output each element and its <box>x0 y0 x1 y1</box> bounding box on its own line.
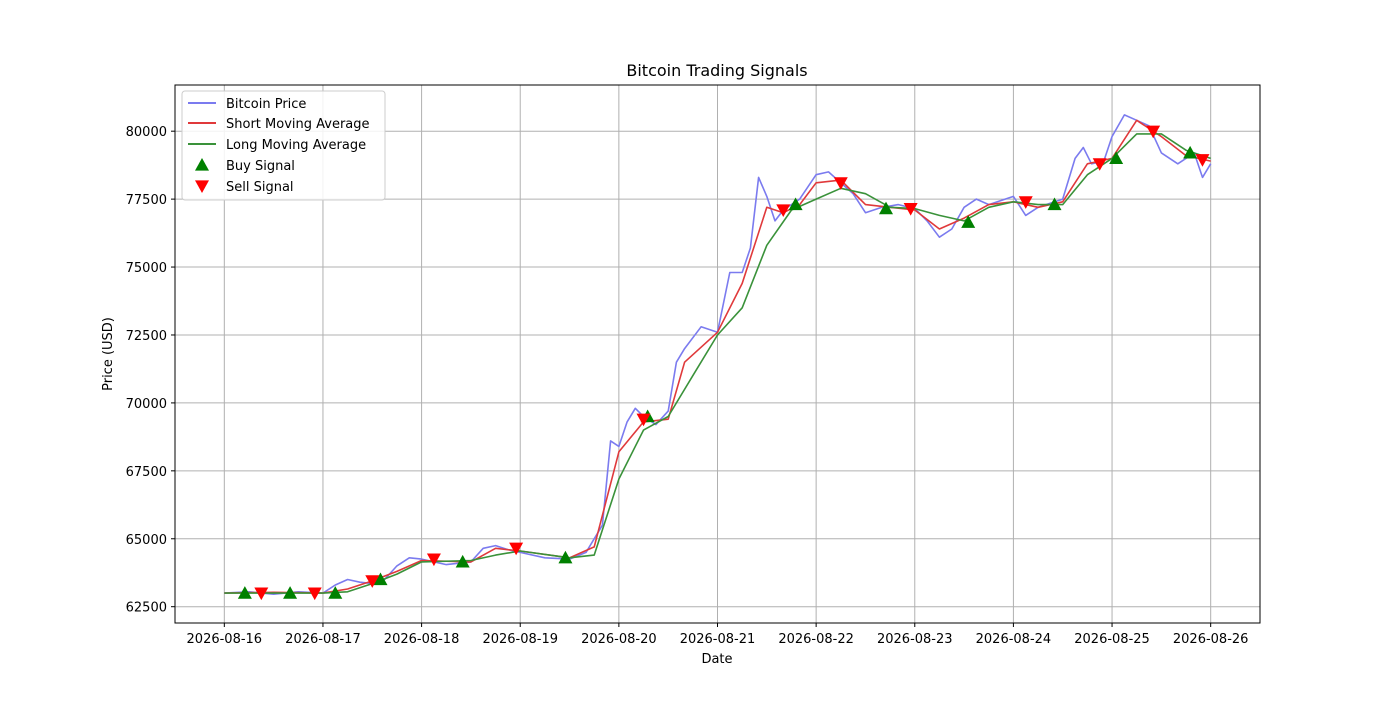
y-tick-label: 75000 <box>126 261 167 276</box>
buy-signal-marker <box>1109 151 1124 164</box>
x-tick-label: 2026-08-22 <box>778 632 854 647</box>
sell-signal-marker <box>1092 158 1107 171</box>
y-tick-label: 67500 <box>126 465 167 480</box>
buy-signal-marker <box>328 586 343 599</box>
chart-title: Bitcoin Trading Signals <box>626 61 807 80</box>
sell-signal-marker <box>426 553 441 567</box>
x-tick-label: 2026-08-23 <box>877 632 953 647</box>
sell-signal-marker <box>903 203 918 216</box>
sell-signal-marker <box>1146 125 1161 139</box>
x-tick-label: 2026-08-18 <box>384 632 460 647</box>
buy-signal-marker <box>1183 145 1198 159</box>
y-tick-label: 77500 <box>126 193 167 208</box>
buy-signal-marker <box>961 215 976 228</box>
signal-markers <box>237 125 1210 601</box>
x-tick-label: 2026-08-26 <box>1173 632 1249 647</box>
sell-signal-marker <box>254 587 269 601</box>
series-lines <box>224 114 1212 595</box>
y-tick-label: 70000 <box>126 397 167 412</box>
legend-box <box>181 90 386 201</box>
x-axis-label: Date <box>701 652 732 667</box>
buy-signal-marker <box>788 197 803 211</box>
sell-signal-marker <box>509 542 524 556</box>
x-tick-label: 2026-08-16 <box>187 632 263 647</box>
buy-signal-marker <box>237 586 252 599</box>
buy-signal-marker <box>283 586 298 599</box>
series-line-long-ma <box>224 133 1211 594</box>
sell-signal-marker <box>307 587 322 601</box>
x-tick-label: 2026-08-24 <box>976 632 1052 647</box>
legend-swatch-buy <box>195 158 209 171</box>
series-line-short-ma <box>224 119 1211 594</box>
grid <box>175 85 1260 623</box>
y-tick-label: 62500 <box>126 601 167 616</box>
legend-label-long-ma: Long Moving Average <box>226 138 366 153</box>
buy-signal-marker <box>373 572 388 586</box>
y-tick-label: 65000 <box>126 533 167 548</box>
x-tick-label: 2026-08-25 <box>1074 632 1150 647</box>
legend-swatch-sell <box>195 180 209 193</box>
axis-ticks: 2026-08-16 2026-08-17 2026-08-18 2026-08-19… <box>126 125 1249 647</box>
sell-signal-marker <box>833 177 848 190</box>
legend-label-short-ma: Short Moving Average <box>226 117 370 132</box>
buy-signal-marker <box>1047 197 1062 211</box>
sell-signal-marker <box>776 204 791 217</box>
legend-label-buy: Buy Signal <box>226 159 295 174</box>
y-tick-label: 72500 <box>126 329 167 344</box>
sell-signal-marker <box>636 413 651 427</box>
x-tick-label: 2026-08-17 <box>285 632 361 647</box>
legend-label-price: Bitcoin Price <box>226 97 306 112</box>
buy-signal-marker <box>558 550 573 564</box>
legend-label-sell: Sell Signal <box>226 180 294 195</box>
x-tick-label: 2026-08-21 <box>680 632 756 647</box>
series-line-bitcoin-price <box>224 114 1212 595</box>
y-axis-label: Price (USD) <box>101 317 116 391</box>
buy-signal-marker <box>879 201 894 215</box>
sell-signal-marker <box>365 575 380 588</box>
sell-signal-marker <box>1195 154 1210 167</box>
sell-signal-marker <box>1018 196 1033 209</box>
buy-signal-marker <box>455 554 470 568</box>
x-tick-label: 2026-08-20 <box>581 632 657 647</box>
y-tick-label: 80000 <box>126 125 167 140</box>
legend: Bitcoin Price Short Moving Average Long … <box>181 90 386 201</box>
x-tick-label: 2026-08-19 <box>482 632 558 647</box>
